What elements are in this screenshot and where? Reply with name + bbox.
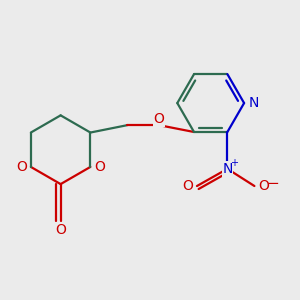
Text: O: O	[55, 223, 66, 237]
Text: O: O	[258, 179, 269, 193]
Text: N: N	[249, 96, 259, 110]
Text: O: O	[154, 112, 165, 126]
Text: N: N	[222, 162, 233, 176]
Text: O: O	[16, 160, 28, 174]
Text: −: −	[267, 176, 280, 191]
Text: O: O	[94, 160, 105, 174]
Text: O: O	[183, 179, 194, 193]
Text: +: +	[230, 158, 238, 168]
